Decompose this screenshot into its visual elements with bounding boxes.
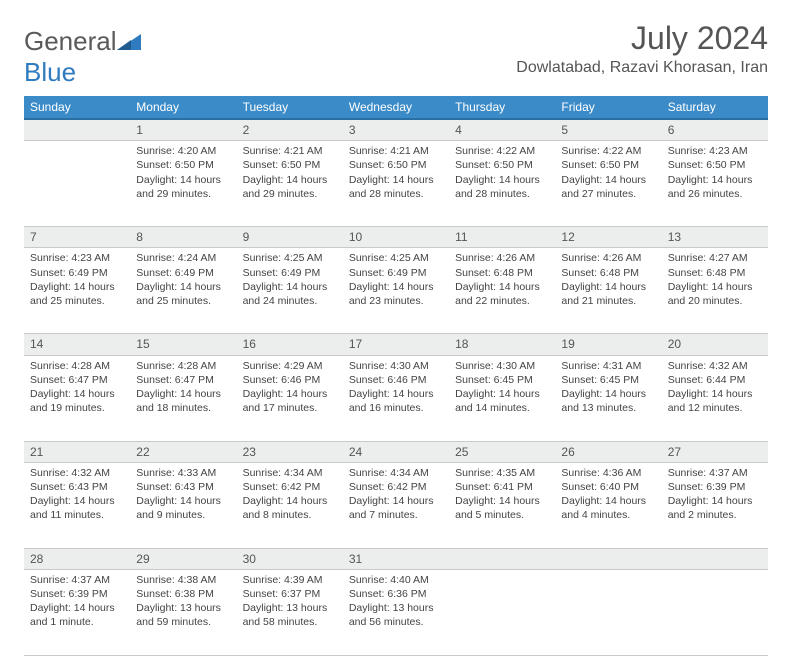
day-number: 27 (662, 441, 768, 462)
day-cell: Sunrise: 4:22 AMSunset: 6:50 PMDaylight:… (555, 141, 661, 227)
day-number: 12 (555, 227, 661, 248)
day-number: 5 (555, 119, 661, 141)
day-number: 16 (237, 334, 343, 355)
day-number: 21 (24, 441, 130, 462)
day-number: 7 (24, 227, 130, 248)
day-number: 6 (662, 119, 768, 141)
day-number (555, 548, 661, 569)
day-cell: Sunrise: 4:37 AMSunset: 6:39 PMDaylight:… (24, 569, 130, 655)
day-number: 4 (449, 119, 555, 141)
day-number: 10 (343, 227, 449, 248)
day-cell (662, 569, 768, 655)
day-cell (24, 141, 130, 227)
day-cell: Sunrise: 4:22 AMSunset: 6:50 PMDaylight:… (449, 141, 555, 227)
day-cell: Sunrise: 4:35 AMSunset: 6:41 PMDaylight:… (449, 462, 555, 548)
day-number: 28 (24, 548, 130, 569)
brand-logo: General Blue (24, 26, 141, 88)
day-number: 23 (237, 441, 343, 462)
day-cell: Sunrise: 4:25 AMSunset: 6:49 PMDaylight:… (343, 248, 449, 334)
day-cell: Sunrise: 4:32 AMSunset: 6:44 PMDaylight:… (662, 355, 768, 441)
header-right: July 2024 Dowlatabad, Razavi Khorasan, I… (516, 20, 768, 83)
day-cell: Sunrise: 4:40 AMSunset: 6:36 PMDaylight:… (343, 569, 449, 655)
weekday-header: Sunday (24, 96, 130, 119)
day-cell: Sunrise: 4:34 AMSunset: 6:42 PMDaylight:… (237, 462, 343, 548)
day-cell: Sunrise: 4:23 AMSunset: 6:49 PMDaylight:… (24, 248, 130, 334)
daynum-row: 78910111213 (24, 227, 768, 248)
day-number: 18 (449, 334, 555, 355)
day-cell: Sunrise: 4:27 AMSunset: 6:48 PMDaylight:… (662, 248, 768, 334)
location-label: Dowlatabad, Razavi Khorasan, Iran (516, 59, 768, 77)
content-row: Sunrise: 4:20 AMSunset: 6:50 PMDaylight:… (24, 141, 768, 227)
day-number: 20 (662, 334, 768, 355)
day-number: 15 (130, 334, 236, 355)
weekday-header: Friday (555, 96, 661, 119)
day-cell: Sunrise: 4:34 AMSunset: 6:42 PMDaylight:… (343, 462, 449, 548)
day-cell: Sunrise: 4:20 AMSunset: 6:50 PMDaylight:… (130, 141, 236, 227)
day-number: 17 (343, 334, 449, 355)
day-number: 1 (130, 119, 236, 141)
day-cell: Sunrise: 4:26 AMSunset: 6:48 PMDaylight:… (449, 248, 555, 334)
day-number: 22 (130, 441, 236, 462)
weekday-header: Tuesday (237, 96, 343, 119)
daynum-row: 28293031 (24, 548, 768, 569)
content-row: Sunrise: 4:37 AMSunset: 6:39 PMDaylight:… (24, 569, 768, 655)
day-cell: Sunrise: 4:39 AMSunset: 6:37 PMDaylight:… (237, 569, 343, 655)
content-row: Sunrise: 4:28 AMSunset: 6:47 PMDaylight:… (24, 355, 768, 441)
day-number: 30 (237, 548, 343, 569)
brand-triangle-icon (117, 26, 141, 57)
brand-part1: General (24, 26, 117, 56)
day-cell: Sunrise: 4:33 AMSunset: 6:43 PMDaylight:… (130, 462, 236, 548)
brand-part2: Blue (24, 57, 76, 87)
day-number (449, 548, 555, 569)
day-cell: Sunrise: 4:30 AMSunset: 6:45 PMDaylight:… (449, 355, 555, 441)
day-number (662, 548, 768, 569)
day-number: 31 (343, 548, 449, 569)
day-number: 8 (130, 227, 236, 248)
day-number (24, 119, 130, 141)
day-number: 19 (555, 334, 661, 355)
day-number: 11 (449, 227, 555, 248)
weekday-header: Thursday (449, 96, 555, 119)
day-cell: Sunrise: 4:21 AMSunset: 6:50 PMDaylight:… (343, 141, 449, 227)
day-cell: Sunrise: 4:21 AMSunset: 6:50 PMDaylight:… (237, 141, 343, 227)
day-cell: Sunrise: 4:23 AMSunset: 6:50 PMDaylight:… (662, 141, 768, 227)
day-cell: Sunrise: 4:29 AMSunset: 6:46 PMDaylight:… (237, 355, 343, 441)
day-number: 13 (662, 227, 768, 248)
day-cell: Sunrise: 4:32 AMSunset: 6:43 PMDaylight:… (24, 462, 130, 548)
weekday-header-row: Sunday Monday Tuesday Wednesday Thursday… (24, 96, 768, 119)
day-cell (555, 569, 661, 655)
day-number: 26 (555, 441, 661, 462)
day-number: 14 (24, 334, 130, 355)
day-number: 2 (237, 119, 343, 141)
day-number: 25 (449, 441, 555, 462)
daynum-row: 123456 (24, 119, 768, 141)
day-cell: Sunrise: 4:25 AMSunset: 6:49 PMDaylight:… (237, 248, 343, 334)
weekday-header: Wednesday (343, 96, 449, 119)
weekday-header: Saturday (662, 96, 768, 119)
month-title: July 2024 (516, 20, 768, 57)
day-number: 24 (343, 441, 449, 462)
calendar-table: Sunday Monday Tuesday Wednesday Thursday… (24, 96, 768, 656)
brand-text: General Blue (24, 26, 141, 88)
day-number: 29 (130, 548, 236, 569)
weekday-header: Monday (130, 96, 236, 119)
day-cell: Sunrise: 4:37 AMSunset: 6:39 PMDaylight:… (662, 462, 768, 548)
day-number: 3 (343, 119, 449, 141)
day-cell: Sunrise: 4:26 AMSunset: 6:48 PMDaylight:… (555, 248, 661, 334)
day-number: 9 (237, 227, 343, 248)
calendar-body: 123456Sunrise: 4:20 AMSunset: 6:50 PMDay… (24, 119, 768, 655)
daynum-row: 14151617181920 (24, 334, 768, 355)
content-row: Sunrise: 4:32 AMSunset: 6:43 PMDaylight:… (24, 462, 768, 548)
day-cell: Sunrise: 4:36 AMSunset: 6:40 PMDaylight:… (555, 462, 661, 548)
day-cell: Sunrise: 4:30 AMSunset: 6:46 PMDaylight:… (343, 355, 449, 441)
day-cell: Sunrise: 4:38 AMSunset: 6:38 PMDaylight:… (130, 569, 236, 655)
day-cell (449, 569, 555, 655)
day-cell: Sunrise: 4:28 AMSunset: 6:47 PMDaylight:… (130, 355, 236, 441)
day-cell: Sunrise: 4:31 AMSunset: 6:45 PMDaylight:… (555, 355, 661, 441)
content-row: Sunrise: 4:23 AMSunset: 6:49 PMDaylight:… (24, 248, 768, 334)
page-header: General Blue July 2024 Dowlatabad, Razav… (24, 20, 768, 88)
daynum-row: 21222324252627 (24, 441, 768, 462)
day-cell: Sunrise: 4:28 AMSunset: 6:47 PMDaylight:… (24, 355, 130, 441)
day-cell: Sunrise: 4:24 AMSunset: 6:49 PMDaylight:… (130, 248, 236, 334)
